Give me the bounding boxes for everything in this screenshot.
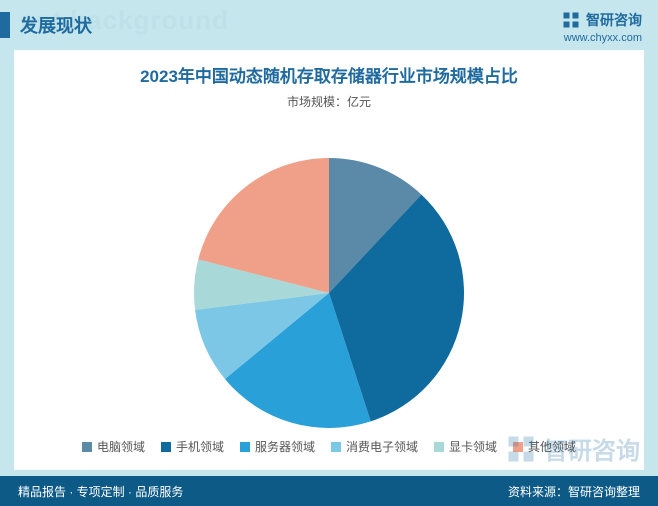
- footer-right-text: 资料来源：智研咨询整理: [508, 483, 640, 500]
- brand-logo-icon: [562, 11, 580, 29]
- watermark-logo-icon: [506, 434, 536, 464]
- watermark-logo: 智研咨询: [506, 431, 640, 466]
- footer-left-text: 精品报告 · 专项定制 · 品质服务: [18, 483, 183, 500]
- legend-item: 服务器领域: [240, 438, 315, 455]
- page-container: ent background 发展现状 智研咨询 www.chyxx.com 2…: [0, 0, 658, 506]
- legend-label: 手机领域: [176, 438, 224, 455]
- brand-url: www.chyxx.com: [564, 32, 642, 44]
- header-bar: 发展现状: [0, 12, 92, 38]
- header-accent-rect: [0, 12, 10, 38]
- legend-label: 服务器领域: [255, 438, 315, 455]
- legend-label: 显卡领域: [449, 438, 497, 455]
- legend-item: 电脑领域: [82, 438, 145, 455]
- legend-swatch: [240, 442, 250, 452]
- pie-chart: [14, 118, 644, 428]
- legend-label: 电脑领域: [97, 438, 145, 455]
- brand-name: 智研咨询: [586, 10, 642, 30]
- watermark-logo-text: 智研咨询: [544, 431, 640, 466]
- chart-subtitle: 市场规模：亿元: [14, 93, 644, 110]
- legend-item: 手机领域: [161, 438, 224, 455]
- legend-swatch: [434, 442, 444, 452]
- pie-wrap: [14, 118, 644, 428]
- legend-swatch: [161, 442, 171, 452]
- section-title: 发展现状: [20, 12, 92, 38]
- legend-label: 消费电子领域: [346, 438, 418, 455]
- legend-swatch: [82, 442, 92, 452]
- legend-item: 消费电子领域: [331, 438, 418, 455]
- legend-item: 显卡领域: [434, 438, 497, 455]
- legend-swatch: [331, 442, 341, 452]
- brand-block: 智研咨询: [562, 10, 642, 30]
- chart-card: 2023年中国动态随机存取存储器行业市场规模占比 市场规模：亿元 电脑领域 手机领…: [14, 50, 644, 470]
- footer-bar: 精品报告 · 专项定制 · 品质服务 资料来源：智研咨询整理: [0, 476, 658, 506]
- chart-title: 2023年中国动态随机存取存储器行业市场规模占比: [14, 62, 644, 87]
